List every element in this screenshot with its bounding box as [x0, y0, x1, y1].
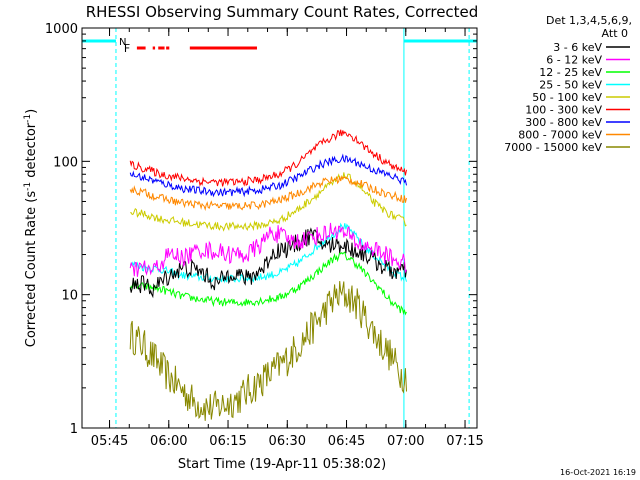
y-tick-label: 10	[61, 289, 78, 304]
y-tick-label: 1	[70, 422, 78, 437]
series-line-3-6-kev	[129, 227, 407, 299]
legend-label: 25 - 50 keV	[539, 79, 602, 92]
night-bar-label: N	[119, 37, 126, 48]
x-axis-label: Start Time (19-Apr-11 05:38:02)	[178, 457, 386, 472]
chart-title: RHESSI Observing Summary Count Rates, Co…	[86, 3, 479, 21]
attenuator-bar-label: F	[124, 42, 130, 55]
series-line-12-25-kev	[129, 251, 407, 316]
x-tick-label: 07:00	[387, 434, 424, 449]
plot-area: NF 1 10 100 1000 05:45 06:00 06:15 06:30 06:45 07:…	[45, 22, 484, 449]
x-tick-label: 07:15	[446, 434, 483, 449]
footer-timestamp: 16-Oct-2021 16:19	[560, 468, 636, 477]
x-tick-label: 06:30	[269, 434, 306, 449]
series-line-300-800-kev	[129, 153, 407, 198]
series-line-800-7000-kev	[129, 175, 407, 211]
x-tick-label: 06:00	[150, 434, 187, 449]
x-tick-label: 05:45	[91, 434, 128, 449]
legend-header-line-1: Det 1,3,4,5,6,9,	[546, 14, 632, 27]
legend-label: 3 - 6 keV	[553, 41, 602, 54]
legend-label: 6 - 12 keV	[546, 54, 602, 67]
legend-label: 12 - 25 keV	[539, 66, 602, 79]
legend-label: 7000 - 15000 keV	[504, 141, 602, 154]
plot-frame	[81, 27, 478, 429]
series-line-7000-15000-kev	[129, 281, 407, 421]
y-tick-label: 100	[53, 155, 78, 170]
x-tick-label: 06:45	[328, 434, 365, 449]
legend-header-line-2: Att 0	[602, 27, 628, 40]
legend-label: 300 - 800 keV	[525, 116, 602, 129]
legend-label: 100 - 300 keV	[525, 104, 602, 117]
legend-label: 50 - 100 keV	[532, 91, 602, 104]
legend-label: 800 - 7000 keV	[518, 129, 602, 142]
x-tick-label: 06:15	[209, 434, 246, 449]
series-line-6-12-kev	[129, 222, 407, 277]
y-tick-label: 1000	[45, 22, 78, 37]
series-line-100-300-kev	[129, 129, 407, 187]
series-line-50-100-kev	[130, 172, 407, 232]
y-axis-label: Corrected Count Rate (s-1 detector-1)	[23, 109, 39, 347]
